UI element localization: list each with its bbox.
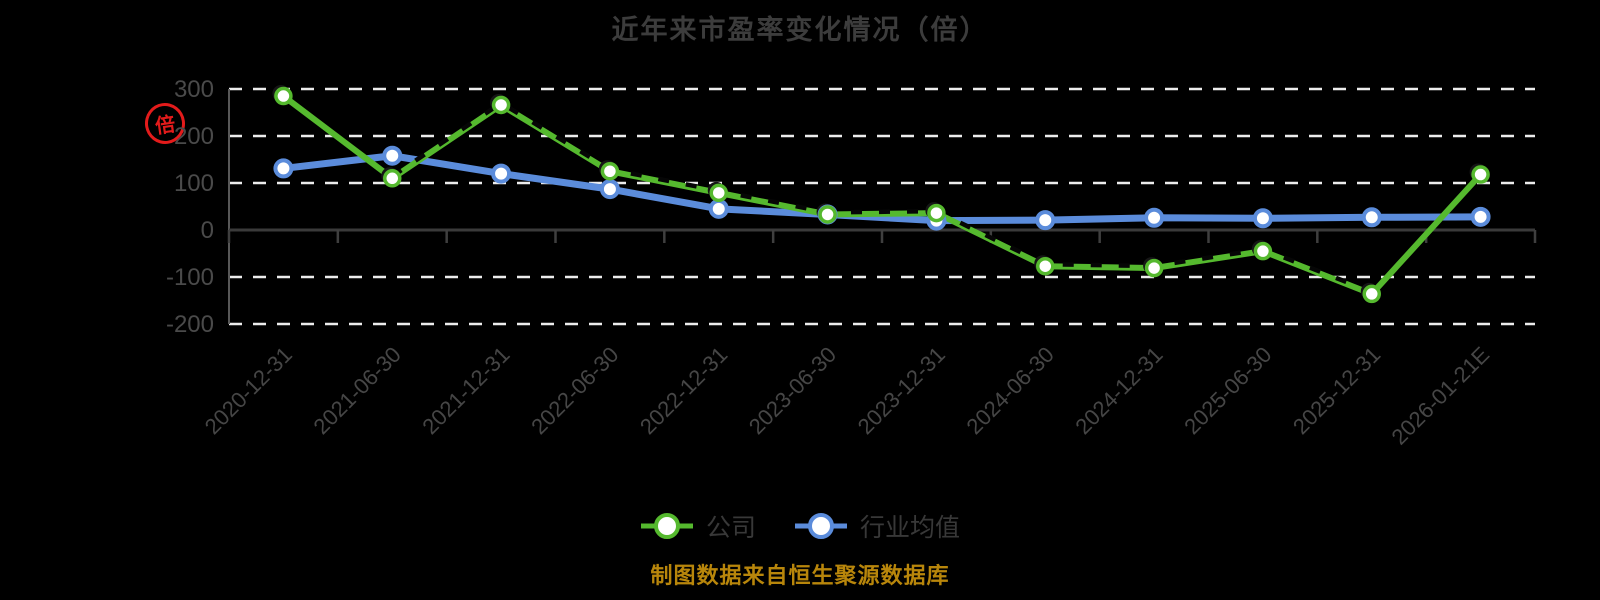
legend-label-company: 公司 [705,514,756,542]
y-axis-tick-label: -200 [166,311,214,338]
x-axis-tick-label: 2021-06-30 [309,342,406,439]
y-axis-tick-label: 300 [174,76,214,103]
legend: 公司 行业均值 [0,503,1600,549]
x-axis-tick-label: 2020-12-31 [200,342,297,439]
company-point[interactable] [1036,256,1055,276]
x-axis-tick-label: 2024-12-31 [1070,342,1167,439]
industry-average-point[interactable] [1470,206,1491,227]
x-axis-tick-label: 2022-06-30 [526,342,623,439]
y-axis-tick-label: 100 [174,170,214,197]
company-point[interactable] [1144,258,1164,278]
x-axis-tick-label: 2024-06-30 [962,342,1059,439]
legend-item-company[interactable]: 公司 [640,508,756,544]
industry-average-point[interactable] [599,179,620,200]
x-axis-tick-label: 2023-06-30 [744,342,841,439]
x-axis-tick-label: 2025-06-30 [1179,342,1276,439]
y-axis-tick-label: 200 [174,123,214,150]
chart-title: 近年来市盈率变化情况（倍） [611,15,989,45]
company-legend-marker-icon [640,513,693,539]
x-axis-tick-label: 2025-12-31 [1288,342,1385,439]
industry-average-point[interactable] [1361,207,1382,228]
industry-average-point[interactable] [1252,208,1273,229]
y-axis-tick-label: 0 [201,217,214,244]
industry-average-legend-marker-icon [795,513,847,539]
company-point[interactable] [491,95,511,115]
company-point[interactable] [1253,241,1273,261]
company-point[interactable] [818,205,837,224]
x-axis-tick-label: 2022-12-31 [635,342,732,439]
company-point[interactable] [383,169,402,188]
legend-label-industry-average: 行业均值 [860,514,961,542]
company-point[interactable] [600,162,620,181]
industry-average-point[interactable] [491,163,512,184]
x-axis-tick-label: 2021-12-31 [417,342,514,439]
industry-average-point[interactable] [708,198,729,219]
industry-average-point[interactable] [382,145,403,166]
industry-average-point[interactable] [1035,210,1056,231]
company-point[interactable] [709,183,728,203]
company-point[interactable] [1362,284,1381,304]
company-point[interactable] [927,203,946,223]
source-note: 制图数据来自恒生聚源数据库 [650,563,950,588]
industry-average-point[interactable] [1144,207,1165,228]
x-axis-tick-label: 2023-12-31 [853,342,950,439]
industry-average-point[interactable] [273,158,294,179]
company-point[interactable] [1471,165,1490,184]
legend-item-industry-average[interactable]: 行业均值 [794,508,960,544]
company-line[interactable] [280,93,1484,297]
company-point[interactable] [274,86,293,106]
y-axis-tick-label: -100 [166,264,214,291]
industry-average-line[interactable] [279,152,1485,225]
company-dashed-overlay-line [390,100,1373,295]
x-axis-tick-label: 2026-01-21E [1386,342,1494,450]
